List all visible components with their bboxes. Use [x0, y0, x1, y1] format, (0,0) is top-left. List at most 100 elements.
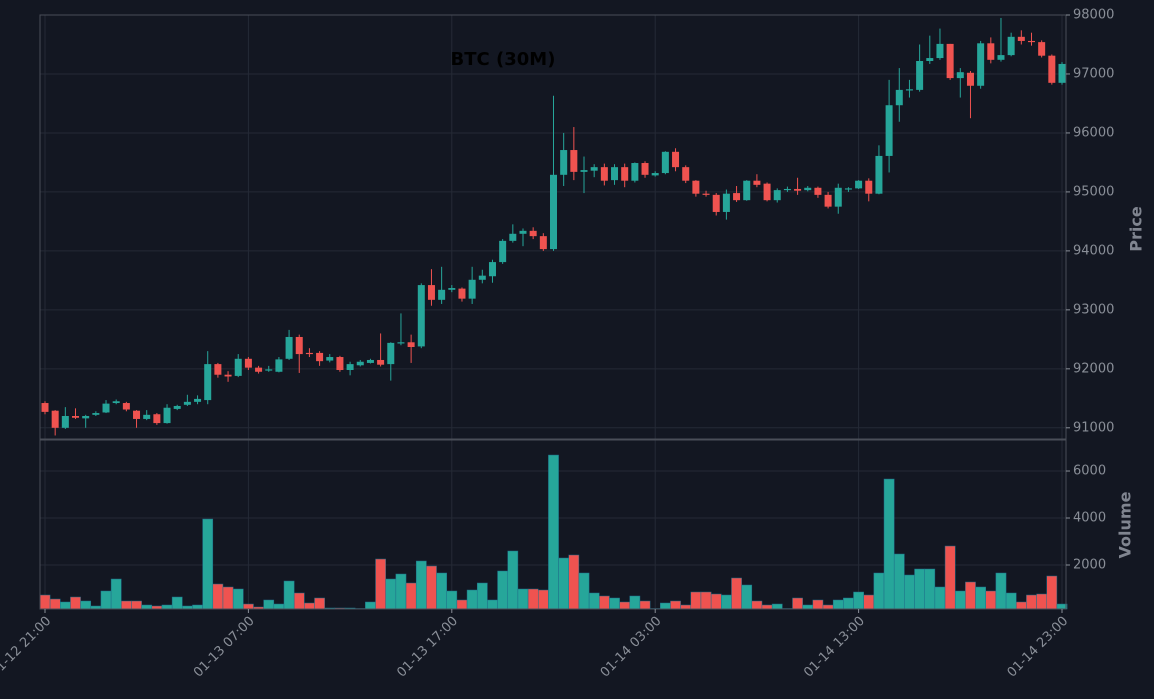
candle-body [712, 194, 720, 212]
volume-bar [527, 588, 539, 610]
volume-bar [822, 604, 834, 610]
volume-bar [385, 578, 397, 610]
volume-bar [456, 599, 468, 610]
volume-bar [741, 584, 753, 610]
candle-body [814, 187, 822, 195]
volume-bar [487, 599, 498, 610]
volume-bar [934, 586, 946, 610]
candle-body [631, 163, 639, 181]
candle-body [407, 342, 415, 348]
candle-body [326, 357, 334, 361]
candle-body [41, 403, 49, 412]
volume-bar [395, 573, 407, 610]
volume-axis-label: Volume [1116, 491, 1135, 558]
volume-bar [629, 595, 641, 610]
candle-body [1048, 55, 1056, 83]
volume-bar [568, 554, 580, 610]
candle-body [590, 167, 598, 171]
volume-bar [843, 597, 854, 610]
candle-body [987, 43, 995, 60]
volume-bar [944, 545, 956, 610]
candle-body [112, 401, 120, 404]
candle-body [753, 180, 761, 185]
volume-bar [832, 599, 844, 610]
volume-bar [588, 592, 600, 610]
volume-bar [853, 591, 864, 610]
volume-bar [507, 550, 519, 610]
volume-bar [619, 601, 631, 610]
candle-body [82, 416, 90, 419]
volume-bar [141, 604, 153, 610]
volume-bar [273, 603, 285, 610]
candle-body [427, 285, 435, 300]
volume-tick-label: 2000 [1073, 558, 1106, 573]
candle-body [661, 151, 669, 174]
volume-bar [904, 574, 915, 610]
volume-frame [39, 439, 1067, 610]
volume-bar [609, 597, 620, 610]
y-tick-label: 94000 [1073, 243, 1114, 258]
volume-bar [1036, 593, 1047, 610]
candle-body [560, 150, 568, 175]
volume-bar [365, 601, 376, 610]
volume-bar [751, 600, 763, 610]
price-axis-label: Price [1127, 206, 1146, 252]
candle-body [255, 367, 263, 372]
volume-bar [131, 600, 142, 610]
y-tick-label: 92000 [1073, 361, 1114, 376]
candle-body [265, 369, 273, 371]
volume-bar [375, 558, 386, 610]
volume-bar [1026, 594, 1037, 610]
volume-bar [110, 578, 122, 610]
candle-body [183, 401, 191, 405]
candle-body [285, 336, 293, 359]
candle-body [468, 279, 476, 299]
candle-body [295, 336, 303, 355]
volume-bar [100, 590, 112, 610]
candle-body [356, 361, 364, 366]
y-tick-label: 95000 [1073, 184, 1114, 199]
candle-body [743, 180, 751, 201]
candle-body [1017, 36, 1025, 41]
volume-bar [171, 596, 183, 610]
candle-body [61, 416, 69, 428]
volume-bar [466, 589, 478, 610]
volume-bar [954, 590, 966, 610]
candle-body [702, 193, 710, 195]
candle-body [499, 240, 507, 263]
candle-body [366, 359, 374, 363]
candle-body [865, 180, 873, 194]
volume-bar [812, 599, 824, 610]
volume-bar [1015, 601, 1027, 610]
candle-body [51, 410, 59, 428]
candle-body [611, 167, 619, 181]
volume-bar [721, 594, 732, 610]
candle-body [448, 288, 456, 290]
candle-body [926, 58, 934, 61]
y-tick-label: 96000 [1073, 125, 1114, 140]
volume-bar [314, 597, 325, 610]
volume-bar [476, 582, 488, 610]
volume-bar [975, 586, 986, 610]
volume-bar [1046, 575, 1058, 610]
candle-body [977, 43, 985, 86]
candle-body [305, 352, 313, 355]
volume-bar [70, 596, 81, 610]
candle-body [641, 163, 649, 175]
candle-body [153, 414, 161, 424]
volume-bar [232, 588, 244, 610]
volume-bar [893, 553, 905, 610]
marks [39, 17, 1068, 610]
candle-body [244, 358, 252, 368]
volume-bar [415, 560, 427, 610]
volume-bar [995, 572, 1007, 610]
volume-bar [39, 594, 51, 610]
volume-bar [690, 591, 702, 610]
volume-bar [914, 568, 925, 610]
volume-bar [558, 557, 570, 610]
candle-body [204, 364, 212, 401]
candle-body [387, 342, 395, 365]
candle-body [234, 358, 242, 376]
candle-body [966, 72, 974, 86]
